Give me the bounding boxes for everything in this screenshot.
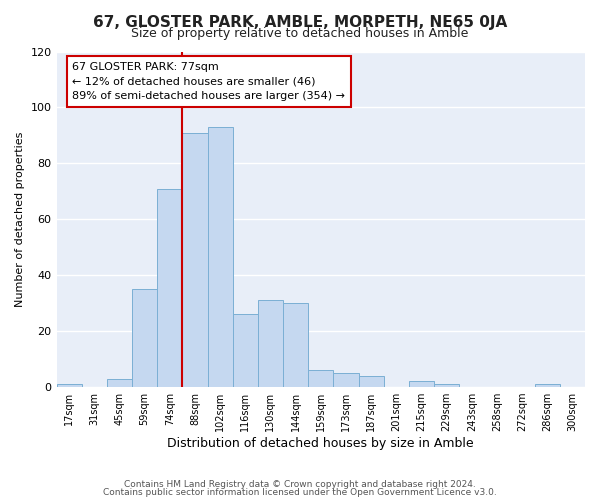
Text: Contains HM Land Registry data © Crown copyright and database right 2024.: Contains HM Land Registry data © Crown c… bbox=[124, 480, 476, 489]
X-axis label: Distribution of detached houses by size in Amble: Distribution of detached houses by size … bbox=[167, 437, 474, 450]
Bar bbox=[208, 127, 233, 387]
Bar bbox=[107, 378, 132, 387]
Bar bbox=[535, 384, 560, 387]
Bar bbox=[283, 303, 308, 387]
Bar bbox=[434, 384, 459, 387]
Text: Contains public sector information licensed under the Open Government Licence v3: Contains public sector information licen… bbox=[103, 488, 497, 497]
Bar bbox=[233, 314, 258, 387]
Bar bbox=[409, 382, 434, 387]
Bar bbox=[334, 373, 359, 387]
Bar bbox=[56, 384, 82, 387]
Text: Size of property relative to detached houses in Amble: Size of property relative to detached ho… bbox=[131, 28, 469, 40]
Bar bbox=[258, 300, 283, 387]
Text: 67, GLOSTER PARK, AMBLE, MORPETH, NE65 0JA: 67, GLOSTER PARK, AMBLE, MORPETH, NE65 0… bbox=[93, 15, 507, 30]
Bar bbox=[308, 370, 334, 387]
Text: 67 GLOSTER PARK: 77sqm
← 12% of detached houses are smaller (46)
89% of semi-det: 67 GLOSTER PARK: 77sqm ← 12% of detached… bbox=[73, 62, 346, 101]
Bar bbox=[132, 289, 157, 387]
Y-axis label: Number of detached properties: Number of detached properties bbox=[15, 132, 25, 307]
Bar bbox=[359, 376, 383, 387]
Bar bbox=[157, 188, 182, 387]
Bar bbox=[182, 132, 208, 387]
